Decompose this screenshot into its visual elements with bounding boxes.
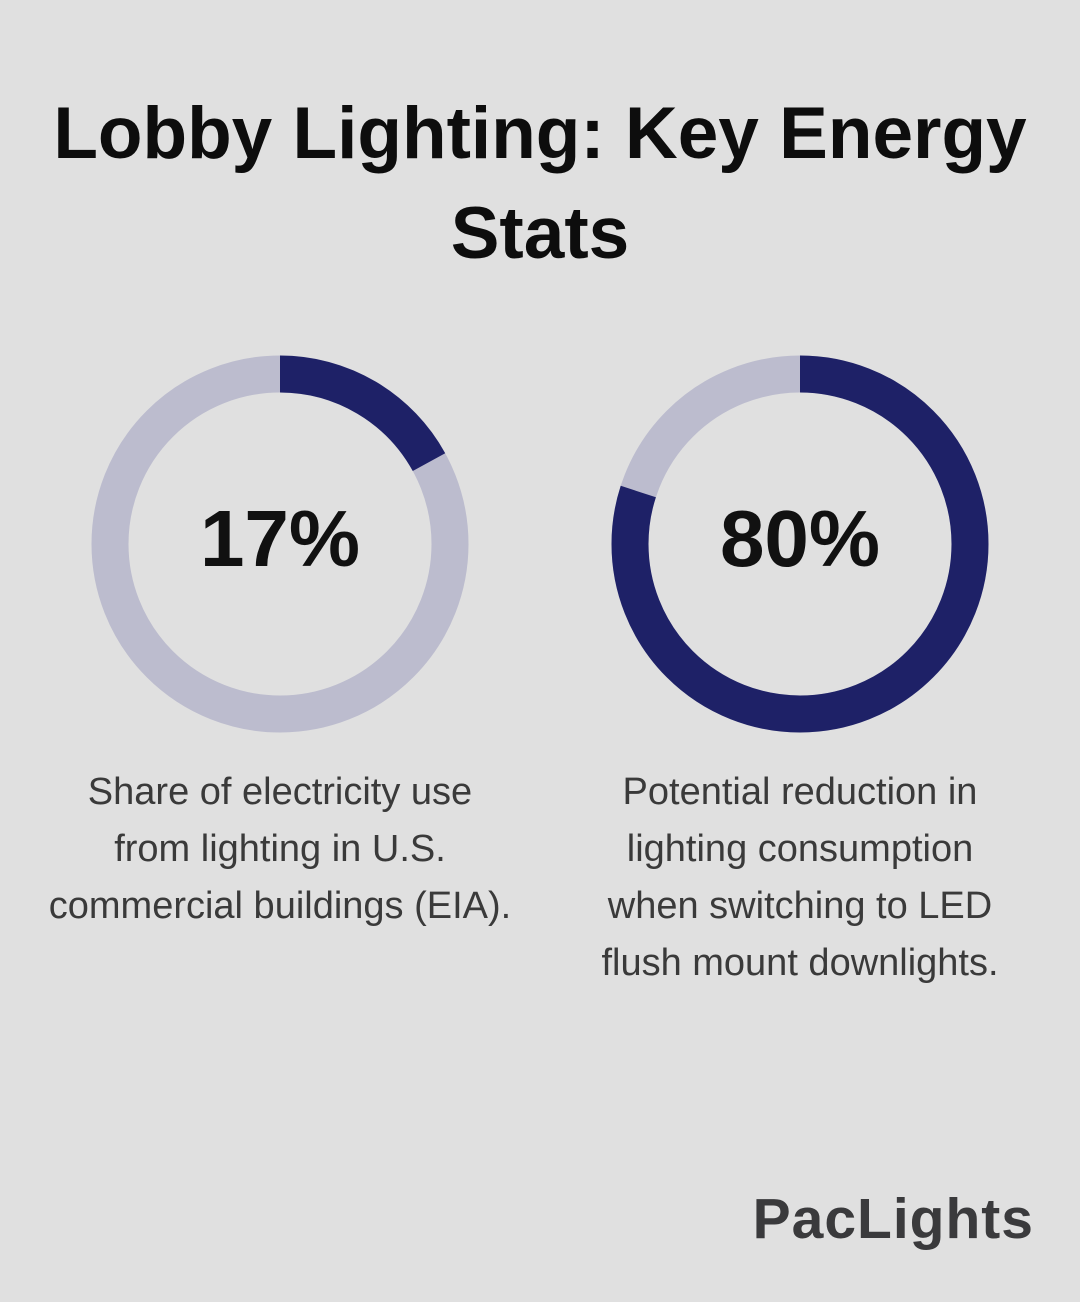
donut-value-arc [611, 355, 989, 733]
donut-value-arc [91, 355, 469, 733]
infographic-page: Lobby Lighting: Key Energy Stats 17% Sha… [0, 84, 1080, 1251]
page-title: Lobby Lighting: Key Energy Stats [53, 93, 1027, 274]
brand-logo: PacLights [752, 1187, 1034, 1251]
donut-svg [91, 355, 469, 733]
stat-block-led-reduction: 80% Potential reduction in lighting cons… [540, 355, 1060, 992]
donut-chart-electricity-share: 17% [91, 355, 469, 733]
donut-chart-led-reduction: 80% [611, 355, 989, 733]
stat-caption: Share of electricity use from lighting i… [48, 771, 512, 927]
stat-caption: Potential reduction in lighting consumpt… [601, 771, 999, 984]
donut-svg [611, 355, 989, 733]
charts-row: 17% Share of electricity use from lighti… [0, 355, 1080, 992]
stat-block-electricity-share: 17% Share of electricity use from lighti… [20, 355, 540, 992]
